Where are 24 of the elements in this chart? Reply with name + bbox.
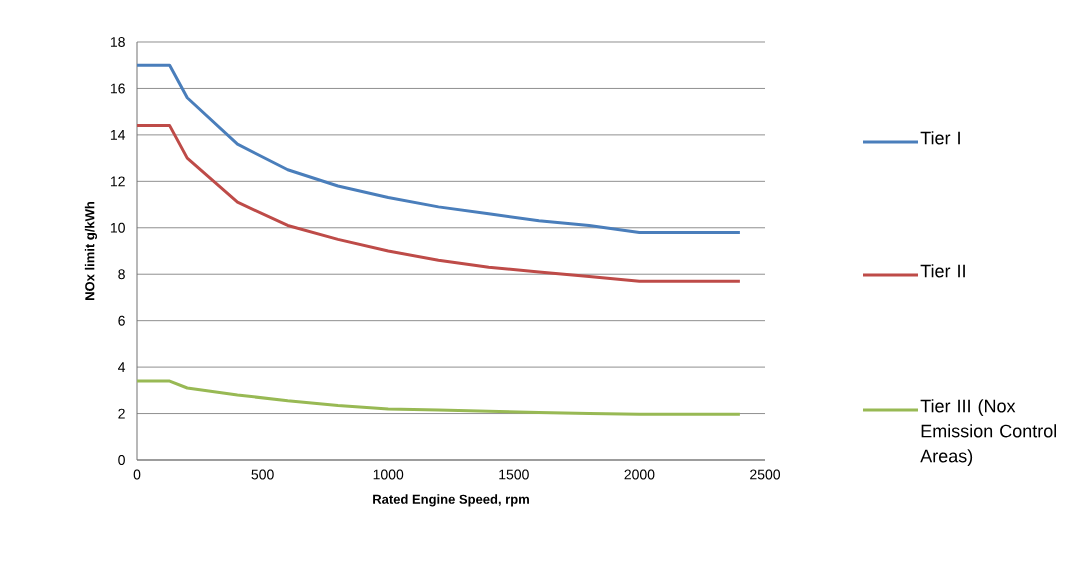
line-series (135, 124, 742, 283)
x-tick-label: 1000 (373, 469, 404, 480)
y-tick-label: 8 (118, 269, 125, 280)
x-tick-label: 2000 (624, 469, 655, 480)
y-tick-label: 10 (110, 222, 125, 233)
y-axis-title: NOx limit g/kWh (84, 201, 98, 300)
y-tick-label: 4 (118, 362, 126, 372)
line-series (135, 63, 742, 234)
y-tick-label: 18 (110, 37, 125, 47)
x-tick-label: 0 (133, 469, 141, 480)
y-tick-label: 16 (110, 83, 125, 94)
x-tick-label: 500 (251, 469, 274, 480)
line-series (135, 379, 742, 416)
y-tick-label: 12 (110, 176, 125, 187)
y-tick-label: 14 (110, 130, 126, 140)
x-axis-title: Rated Engine Speed, rpm (373, 494, 529, 507)
legend-label: Tier I (920, 131, 960, 145)
y-tick-label: 0 (118, 455, 125, 465)
legend-label: Tier III (Nox Emission Control Areas) (920, 399, 1057, 466)
x-tick-label: 1500 (499, 469, 529, 480)
x-tick-label: 2500 (750, 469, 781, 480)
y-tick-label: 6 (118, 315, 125, 326)
legend-label: Tier II (920, 264, 965, 278)
y-tick-label: 2 (118, 408, 125, 419)
